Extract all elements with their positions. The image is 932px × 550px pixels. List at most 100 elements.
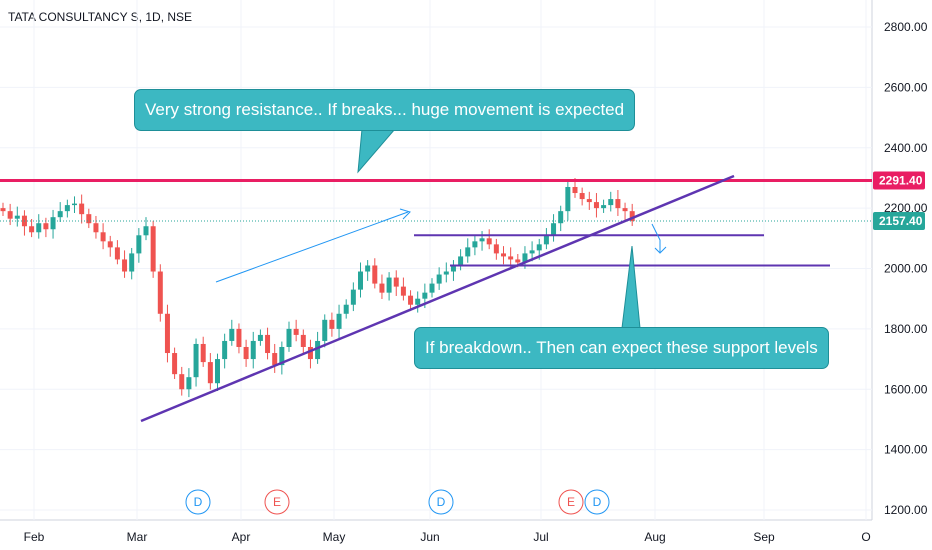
candle-body	[601, 205, 607, 209]
x-tick-label: May	[323, 530, 346, 544]
resistance-price-tag: 2291.40	[879, 174, 923, 188]
candle-body	[193, 343, 199, 378]
candle-body	[72, 203, 77, 206]
y-tick-label: 1200.00	[884, 503, 928, 517]
candle-body	[143, 226, 149, 236]
candle-body	[529, 250, 535, 254]
candle-body	[508, 256, 514, 260]
resistance-callout-text: Very strong resistance.. If breaks... hu…	[145, 100, 625, 119]
candle-body	[129, 253, 135, 272]
candle-body	[622, 208, 628, 212]
candle-body	[86, 214, 92, 224]
event-marker-d[interactable]	[185, 489, 211, 515]
y-tick-label: 1600.00	[884, 382, 928, 396]
x-tick-label: Feb	[24, 530, 45, 544]
event-marker-label: D	[593, 495, 602, 509]
candle-body	[207, 362, 213, 384]
candle-body	[358, 271, 363, 290]
candle-body	[265, 334, 271, 354]
candle-body	[408, 295, 414, 305]
x-tick-label: Jun	[420, 530, 439, 544]
y-tick-label: 1800.00	[884, 322, 928, 336]
candle-body	[543, 235, 549, 245]
candle-body	[593, 202, 599, 209]
candle-body	[443, 271, 449, 275]
breakdown-arrow-head	[654, 246, 667, 254]
candle-body	[100, 232, 106, 242]
event-marker-e[interactable]	[558, 489, 584, 515]
candle-body	[415, 298, 421, 305]
y-tick-label: 2600.00	[884, 80, 928, 94]
candle-body	[50, 217, 56, 230]
candle-body	[422, 292, 428, 299]
time-axis[interactable]: Feb Mar Apr May Jun Jul Aug Sep O	[24, 530, 871, 544]
candle-body	[279, 346, 285, 366]
candle-body	[429, 283, 435, 293]
candle-body	[565, 186, 571, 212]
event-marker-label: D	[194, 495, 203, 509]
candle-body	[372, 265, 378, 284]
breakdown-arrow	[651, 223, 661, 252]
candle-body	[536, 244, 542, 251]
current-price-tag: 2157.40	[879, 214, 923, 228]
support-callout-pointer	[621, 245, 641, 329]
support-callout-text: If breakdown.. Then can expect these sup…	[425, 338, 818, 357]
candle-body	[350, 289, 356, 305]
x-tick-label: Aug	[644, 530, 665, 544]
candle-body	[222, 340, 228, 360]
candle-body	[257, 334, 263, 341]
candle-body	[29, 226, 35, 233]
candle-body	[393, 277, 399, 287]
candle-body	[586, 199, 592, 203]
candle-body	[122, 259, 128, 272]
candle-body	[501, 253, 506, 257]
candle-body	[436, 274, 442, 284]
price-axis[interactable]: 2800.00 2600.00 2400.00 2200.00 2000.00 1800.…	[873, 20, 928, 517]
candle-body	[243, 346, 249, 360]
candle-body	[172, 353, 178, 375]
candle-body	[465, 247, 471, 257]
y-tick-label: 2200.00	[884, 201, 928, 215]
event-marker-d[interactable]	[428, 489, 454, 515]
candle-body	[472, 241, 478, 248]
candle-body	[293, 328, 299, 335]
candle-body	[615, 199, 621, 209]
trend-arrow	[215, 211, 409, 283]
candle-body	[57, 211, 63, 218]
event-marker-e[interactable]	[264, 489, 290, 515]
candle-body	[579, 193, 585, 200]
candle-body	[157, 271, 163, 314]
candle-body	[329, 319, 335, 329]
drawings	[0, 128, 872, 423]
candle-body	[186, 377, 192, 390]
candle-body	[400, 286, 406, 296]
candle-body	[551, 223, 557, 236]
candle-body	[379, 283, 385, 293]
candle-body	[286, 328, 292, 347]
candles	[0, 177, 635, 398]
candle-body	[515, 259, 521, 263]
resistance-callout[interactable]: Very strong resistance.. If breaks... hu…	[134, 89, 636, 131]
event-marker-label: E	[273, 495, 281, 509]
candle-body	[479, 238, 485, 242]
candle-body	[343, 304, 349, 314]
candle-body	[250, 340, 256, 360]
candle-body	[322, 319, 328, 341]
candle-body	[107, 241, 113, 248]
candle-body	[229, 328, 235, 341]
support-callout[interactable]: If breakdown.. Then can expect these sup…	[414, 327, 829, 369]
candle-body	[558, 211, 564, 224]
candle-body	[572, 186, 578, 194]
candle-body	[486, 238, 492, 245]
candle-body	[0, 208, 6, 212]
event-marker-label: E	[567, 495, 575, 509]
candle-body	[629, 211, 635, 222]
chart-title: TATA CONSULTANCY S, 1D, NSE	[8, 10, 193, 24]
candle-body	[164, 313, 170, 354]
event-marker-d[interactable]	[584, 489, 610, 515]
candle-body	[458, 256, 464, 266]
candle-body	[386, 277, 392, 293]
